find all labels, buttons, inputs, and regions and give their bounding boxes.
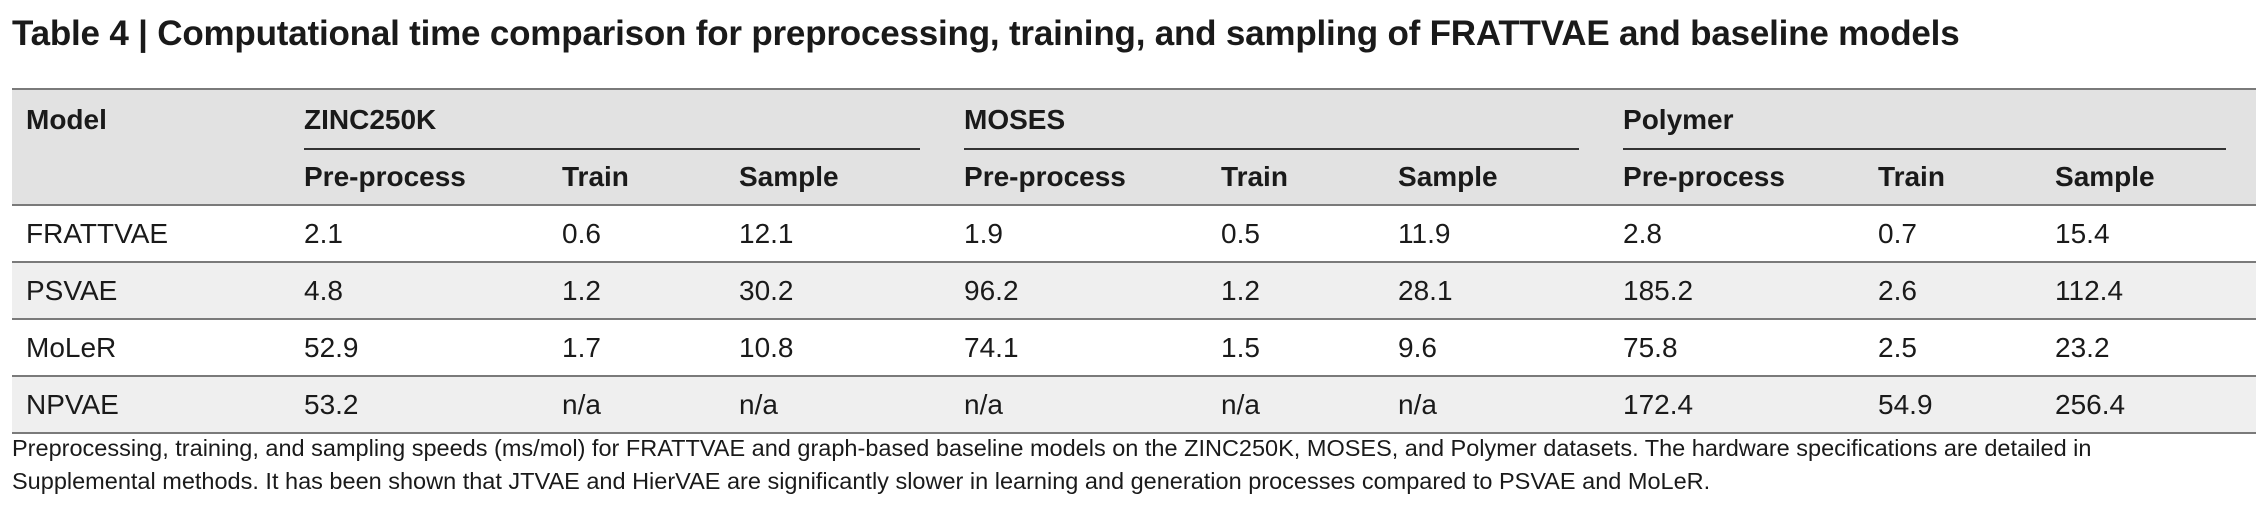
- subheader-polymer-train: Train: [1864, 150, 2042, 205]
- table-title: Table 4 | Computational time comparison …: [12, 14, 1960, 53]
- group-header-polymer: Polymer: [1609, 89, 2256, 150]
- table-cell: 0.6: [548, 204, 725, 262]
- table-cell: n/a: [1384, 375, 1610, 434]
- table-cell: 10.8: [725, 318, 951, 376]
- table-cell: 30.2: [725, 261, 951, 319]
- table-cell: 1.7: [548, 318, 725, 376]
- table-cell: 172.4: [1609, 375, 1865, 434]
- table-cell: 185.2: [1609, 261, 1865, 319]
- table-cell: 2.5: [1864, 318, 2042, 376]
- table-row: MoLeR 52.9 1.7 10.8 74.1 1.5 9.6 75.8 2.…: [12, 318, 2256, 376]
- table-cell: 112.4: [2041, 261, 2256, 319]
- table-row: FRATTVAE 2.1 0.6 12.1 1.9 0.5 11.9 2.8 0…: [12, 204, 2256, 262]
- table-cell: n/a: [1207, 375, 1385, 434]
- table-cell: 1.5: [1207, 318, 1385, 376]
- row-model-name: MoLeR: [12, 318, 290, 376]
- caption-line-2: Supplemental methods. It has been shown …: [12, 468, 1711, 494]
- subheader-zinc-train: Train: [548, 150, 725, 205]
- caption-line-1: Preprocessing, training, and sampling sp…: [12, 435, 2092, 461]
- table-cell: 11.9: [1384, 204, 1610, 262]
- group-header-zinc250k: ZINC250K: [290, 89, 951, 150]
- table-cell: 53.2: [290, 375, 548, 434]
- row-model-name: PSVAE: [12, 261, 290, 319]
- table-cell: 9.6: [1384, 318, 1610, 376]
- table-cell: 54.9: [1864, 375, 2042, 434]
- table-cell: n/a: [548, 375, 725, 434]
- subheader-zinc-preprocess: Pre-process: [290, 150, 548, 205]
- table-cell: 2.1: [290, 204, 548, 262]
- subheader-zinc-sample: Sample: [725, 150, 951, 205]
- subheader-moses-preprocess: Pre-process: [950, 150, 1208, 205]
- subheader-moses-sample: Sample: [1384, 150, 1610, 205]
- group-header-moses: MOSES: [950, 89, 1610, 150]
- table-cell: 75.8: [1609, 318, 1865, 376]
- table-cell: 1.2: [548, 261, 725, 319]
- table-cell: 1.9: [950, 204, 1208, 262]
- table-cell: 96.2: [950, 261, 1208, 319]
- table-cell: 28.1: [1384, 261, 1610, 319]
- subheader-polymer-preprocess: Pre-process: [1609, 150, 1865, 205]
- table-row: NPVAE 53.2 n/a n/a n/a n/a n/a 172.4 54.…: [12, 375, 2256, 434]
- table-cell: 74.1: [950, 318, 1208, 376]
- timing-table: Model ZINC250K MOSES Polymer Pre-process…: [12, 88, 2256, 434]
- table-cell: 0.5: [1207, 204, 1385, 262]
- table-row: PSVAE 4.8 1.2 30.2 96.2 1.2 28.1 185.2 2…: [12, 261, 2256, 319]
- model-column-header-spacer: [12, 150, 290, 205]
- subheader-polymer-sample: Sample: [2041, 150, 2256, 205]
- table-cell: 0.7: [1864, 204, 2042, 262]
- table-cell: 12.1: [725, 204, 951, 262]
- table-cell: 4.8: [290, 261, 548, 319]
- table-cell: 23.2: [2041, 318, 2256, 376]
- table-caption: Preprocessing, training, and sampling sp…: [12, 432, 2256, 498]
- table-cell: 256.4: [2041, 375, 2256, 434]
- row-model-name: NPVAE: [12, 375, 290, 434]
- table-cell: 52.9: [290, 318, 548, 376]
- table-cell: n/a: [725, 375, 951, 434]
- table-cell: 15.4: [2041, 204, 2256, 262]
- table-cell: 1.2: [1207, 261, 1385, 319]
- model-column-header: Model: [12, 89, 290, 150]
- table-cell: 2.6: [1864, 261, 2042, 319]
- row-model-name: FRATTVAE: [12, 204, 290, 262]
- subheader-moses-train: Train: [1207, 150, 1385, 205]
- table-cell: 2.8: [1609, 204, 1865, 262]
- table-cell: n/a: [950, 375, 1208, 434]
